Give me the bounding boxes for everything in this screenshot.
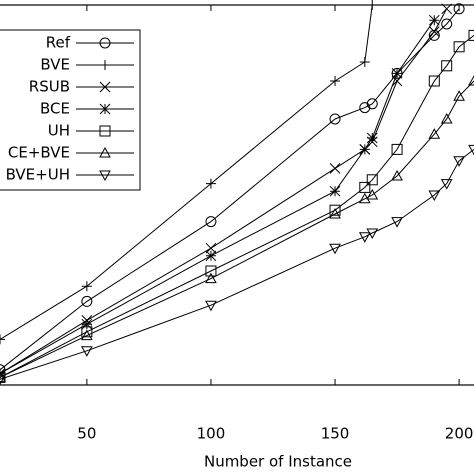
- legend-marker: [99, 125, 111, 137]
- series-line: [0, 4, 373, 340]
- marker: [366, 188, 379, 200]
- x-axis-label: Number of Instance: [204, 453, 352, 471]
- marker: [205, 300, 217, 312]
- marker: [329, 113, 341, 125]
- marker: [428, 128, 441, 139]
- marker: [81, 326, 93, 338]
- marker: [0, 364, 6, 376]
- marker: [391, 68, 403, 79]
- x-tick-label: 150: [321, 425, 350, 443]
- marker: [366, 174, 378, 186]
- legend-label: BCE: [40, 100, 70, 118]
- legend-marker: [99, 103, 111, 115]
- marker: [391, 143, 403, 155]
- marker: [468, 29, 474, 41]
- series-line: [0, 80, 474, 378]
- marker: [205, 178, 216, 189]
- marker: [428, 29, 440, 41]
- x-tick-label: 200: [445, 425, 474, 443]
- legend-label: CE+BVE: [8, 144, 70, 162]
- marker: [453, 90, 465, 101]
- x-tick-label: 100: [197, 425, 226, 443]
- marker: [205, 242, 217, 254]
- marker: [453, 41, 465, 53]
- marker: [441, 18, 453, 30]
- marker: [441, 60, 453, 72]
- marker: [329, 185, 341, 197]
- marker: [428, 14, 440, 26]
- legend-marker: [100, 60, 110, 70]
- marker: [329, 204, 341, 216]
- marker: [367, 0, 378, 10]
- marker: [205, 250, 217, 262]
- marker: [428, 26, 440, 37]
- legend-label: RSUB: [29, 78, 70, 96]
- marker: [0, 371, 6, 382]
- series-line: [0, 149, 474, 380]
- legend-marker: [99, 81, 111, 93]
- marker: [468, 74, 474, 86]
- marker: [359, 144, 371, 155]
- series-line: [0, 35, 474, 378]
- marker: [453, 156, 465, 167]
- marker: [440, 112, 453, 124]
- marker: [205, 265, 217, 277]
- marker: [81, 295, 93, 307]
- marker: [205, 216, 217, 228]
- marker: [440, 179, 453, 190]
- marker: [391, 217, 403, 228]
- marker: [391, 169, 403, 181]
- marker: [0, 374, 6, 386]
- marker: [366, 98, 378, 110]
- series-line: [0, 8, 460, 371]
- marker: [329, 163, 341, 174]
- marker: [81, 329, 93, 341]
- marker: [441, 3, 453, 15]
- x-tick-label: 50: [77, 425, 96, 443]
- marker: [329, 243, 341, 255]
- series-line: [0, 19, 435, 375]
- legend-label: Ref: [46, 34, 71, 52]
- marker: [366, 228, 379, 240]
- marker: [453, 3, 465, 15]
- marker: [81, 346, 93, 357]
- marker: [0, 334, 5, 345]
- plot-frame: [0, 4, 474, 386]
- legend-marker: [99, 146, 111, 158]
- marker: [358, 232, 371, 243]
- legend-label: BVE: [40, 56, 70, 74]
- legend-marker: [99, 37, 111, 49]
- marker: [81, 281, 92, 292]
- marker: [366, 132, 378, 144]
- legend-label: BVE+UH: [6, 166, 70, 184]
- marker: [428, 75, 440, 87]
- marker: [391, 75, 403, 87]
- marker: [330, 76, 341, 86]
- marker: [428, 190, 441, 202]
- marker: [468, 144, 474, 156]
- marker: [359, 57, 370, 67]
- legend-box: [0, 29, 141, 191]
- marker: [205, 272, 217, 284]
- legend-label: UH: [48, 122, 70, 140]
- marker: [359, 181, 371, 193]
- legend-marker: [99, 170, 111, 182]
- marker: [81, 318, 93, 330]
- marker: [329, 207, 341, 219]
